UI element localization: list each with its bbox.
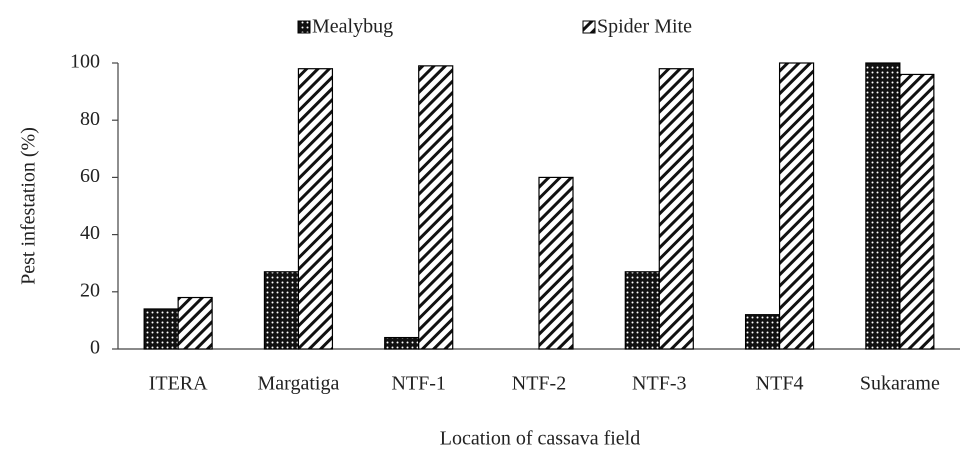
bar xyxy=(865,62,901,350)
x-tick-label: NTF-1 xyxy=(391,373,445,395)
y-tick-label: 60 xyxy=(80,165,100,187)
x-tick-label: ITERA xyxy=(149,373,208,395)
bar xyxy=(899,73,935,350)
bar xyxy=(143,308,179,350)
y-tick-label: 100 xyxy=(70,51,100,73)
x-tick-label: Margatiga xyxy=(258,373,340,395)
bar xyxy=(263,271,300,350)
bar xyxy=(297,68,334,350)
bar xyxy=(624,271,660,350)
legend-label: Mealybug xyxy=(312,16,393,38)
x-tick-label: NTF-2 xyxy=(512,373,566,395)
x-tick-label: Sukarame xyxy=(860,373,940,395)
x-tick-label: NTF4 xyxy=(756,373,804,395)
y-axis-title: Pest infestation (%) xyxy=(18,127,40,285)
y-tick-label: 80 xyxy=(80,108,100,130)
bar xyxy=(418,65,454,350)
bar xyxy=(658,68,694,350)
y-tick-label: 0 xyxy=(90,337,100,359)
y-tick-label: 20 xyxy=(80,279,100,301)
bar xyxy=(384,336,420,350)
x-tick-label: NTF-3 xyxy=(632,373,686,395)
bar xyxy=(778,62,815,350)
bar xyxy=(538,176,574,350)
x-axis-title: Location of cassava field xyxy=(440,428,640,450)
legend-label: Spider Mite xyxy=(597,16,692,38)
bar xyxy=(744,314,781,350)
y-tick-label: 40 xyxy=(80,222,100,244)
legend-swatch xyxy=(297,20,311,34)
bar xyxy=(177,296,213,350)
legend-swatch xyxy=(582,20,596,34)
